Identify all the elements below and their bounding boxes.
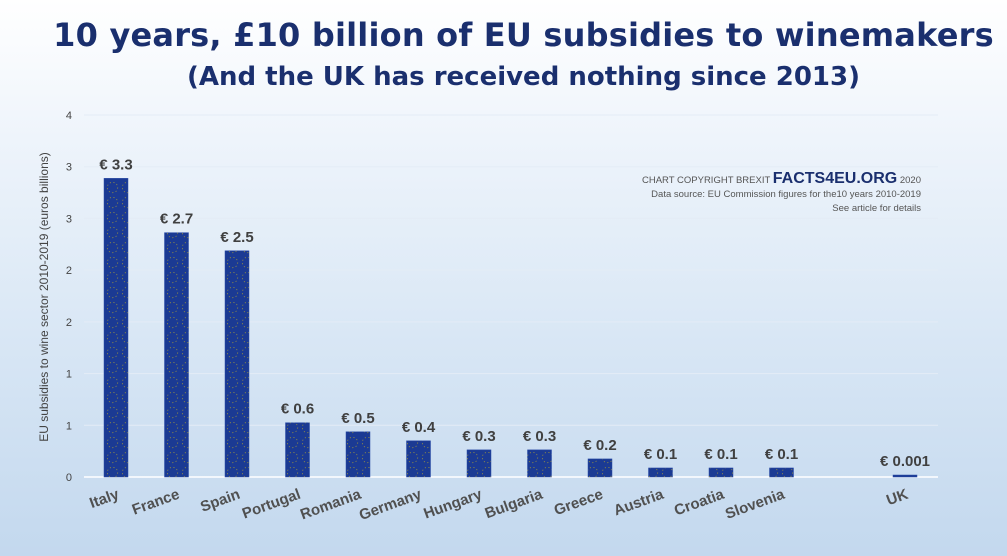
bars xyxy=(103,178,918,478)
bar-star-pattern xyxy=(648,467,673,477)
bar-star-pattern xyxy=(527,449,552,477)
data-label: € 0.3 xyxy=(523,428,556,445)
data-label: € 0.001 xyxy=(880,453,930,470)
copyright-note: CHART COPYRIGHT BREXIT FACTS4EU.ORG 2020… xyxy=(642,170,921,216)
x-tick-label: Portugal xyxy=(240,486,303,523)
data-label: € 0.3 xyxy=(462,428,495,445)
copyright-line: CHART COPYRIGHT BREXIT FACTS4EU.ORG 2020 xyxy=(642,170,921,188)
data-label: € 0.5 xyxy=(341,410,374,427)
x-tick-label: Germany xyxy=(357,486,425,524)
x-tick-label: Bulgaria xyxy=(483,486,546,523)
bar-star-pattern xyxy=(285,422,310,477)
y-tick-label: 1 xyxy=(66,369,72,381)
chart-title: 10 years, £10 billion of EU subsidies to… xyxy=(53,16,994,54)
data-label: € 0.1 xyxy=(644,446,677,463)
x-tick-label: Italy xyxy=(87,486,122,512)
bar-star-pattern xyxy=(164,232,189,477)
x-tick-label: France xyxy=(130,486,182,519)
bar-star-pattern xyxy=(769,467,794,477)
y-axis-ticks: 0 1 1 2 2 3 3 4 xyxy=(66,110,72,484)
bar-uk xyxy=(892,474,918,478)
chart-subtitle: (And the UK has received nothing since 2… xyxy=(187,62,860,92)
y-tick-label: 3 xyxy=(66,162,72,174)
x-tick-label: Austria xyxy=(611,486,666,520)
y-tick-label: 1 xyxy=(66,420,72,432)
copyright-prefix: CHART COPYRIGHT BREXIT xyxy=(642,175,771,186)
x-tick-label: Slovenia xyxy=(723,486,787,523)
data-label: € 2.5 xyxy=(220,229,253,246)
data-labels: € 3.3 € 2.7 € 2.5 € 0.6 € 0.5 € 0.4 € 0.3 € 0.3… xyxy=(99,156,930,470)
x-tick-label: Croatia xyxy=(672,486,727,520)
x-tick-label: Spain xyxy=(198,486,242,516)
bar-star-pattern xyxy=(346,431,370,477)
bar-star-pattern xyxy=(104,178,128,477)
x-axis-ticks: Italy France SpainPortugalRomaniaGermanyHu… xyxy=(87,486,910,524)
y-tick-label: 4 xyxy=(66,110,72,122)
data-label: € 0.4 xyxy=(402,419,436,436)
y-tick-label: 2 xyxy=(66,265,72,277)
data-label: € 0.2 xyxy=(583,437,616,454)
article-note: See article for details xyxy=(832,203,921,214)
x-tick-label: UK xyxy=(884,486,910,509)
bar-star-pattern xyxy=(709,467,733,477)
bar-star-pattern xyxy=(588,458,612,477)
x-tick-label: Hungary xyxy=(421,486,485,523)
copyright-year: 2020 xyxy=(899,175,921,186)
grid-lines xyxy=(84,114,938,478)
y-tick-label: 2 xyxy=(66,317,72,329)
data-label: € 2.7 xyxy=(160,211,193,228)
y-tick-label: 3 xyxy=(66,213,72,225)
x-tick-label: Romania xyxy=(298,486,364,524)
data-source: Data source: EU Commission figures for t… xyxy=(651,189,921,200)
bar-star-pattern xyxy=(225,250,249,477)
data-label: € 0.6 xyxy=(281,401,314,418)
x-tick-label: Greece xyxy=(552,486,606,519)
data-label: € 0.1 xyxy=(704,446,737,463)
y-tick-label: 0 xyxy=(66,472,72,484)
data-label: € 0.1 xyxy=(765,446,798,463)
data-label: € 3.3 xyxy=(99,156,132,173)
bar-star-pattern xyxy=(406,440,431,477)
bar-star-pattern xyxy=(467,449,491,477)
brand-name: FACTS4EU.ORG xyxy=(772,170,898,187)
